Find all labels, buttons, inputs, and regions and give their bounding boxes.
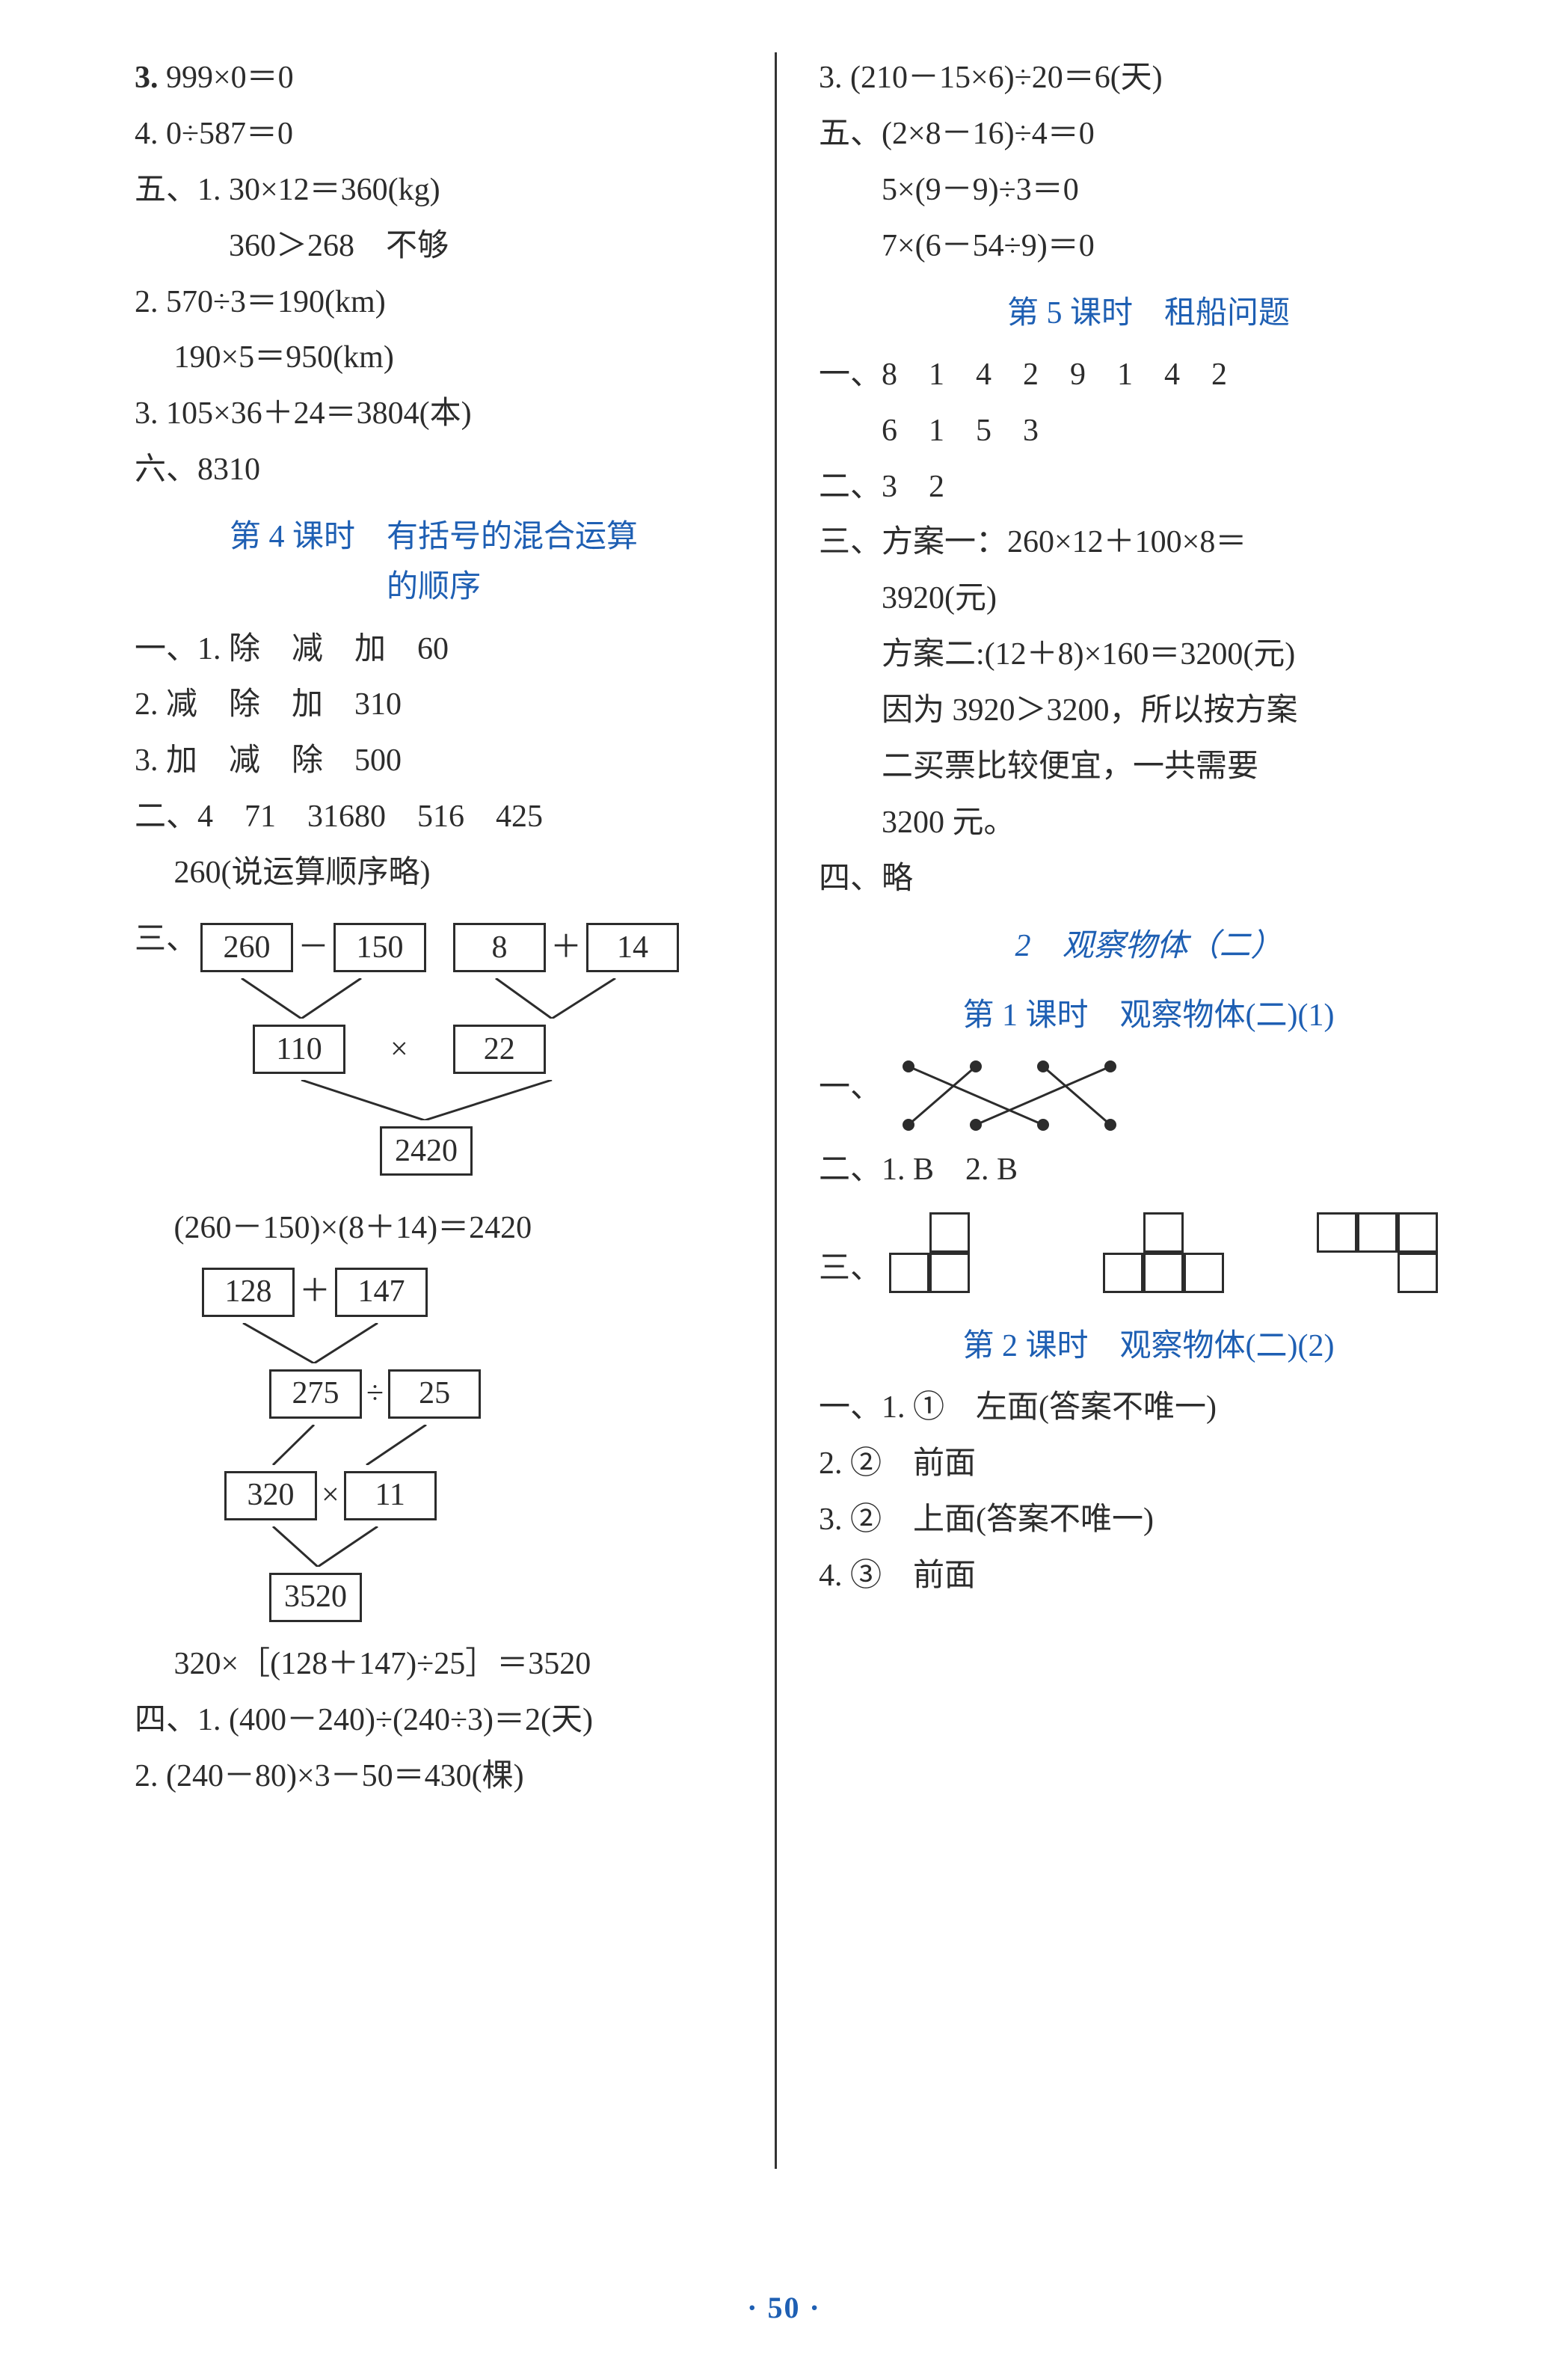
expr: 999×0＝0 [166, 61, 294, 95]
text-line: 3. 105×36＋24＝3804(本) [135, 391, 733, 437]
match-dot [1104, 1060, 1116, 1072]
text-line: 2. ② 前面 [819, 1441, 1478, 1487]
tree-box: 128 [202, 1268, 295, 1317]
tree-box: 275 [269, 1369, 362, 1419]
text-line: (260－150)×(8＋14)＝2420 [135, 1206, 733, 1251]
tree-box: 3520 [269, 1573, 362, 1622]
text-line: 260(说运算顺序略) [135, 850, 733, 896]
text-line: 六、8310 [135, 447, 733, 493]
text-line: 7×(6－54÷9)＝0 [819, 224, 1478, 269]
tree-box: 22 [453, 1025, 546, 1074]
tree-op: ＋ [550, 925, 582, 971]
tree-box: 150 [333, 923, 426, 972]
tree-op: × [322, 1473, 339, 1518]
tree-box: 260 [200, 923, 293, 972]
text-line: 一、1. ① 左面(答案不唯一) [819, 1385, 1478, 1431]
tree-op: － [298, 925, 329, 971]
section-label: 三、 [135, 917, 197, 963]
text-line: 4. 0÷587＝0 [135, 111, 733, 157]
text-line: 320×［(128＋147)÷25］＝3520 [135, 1642, 733, 1687]
text-line: 3. 999×0＝0 [135, 55, 733, 101]
text-line: 190×5＝950(km) [135, 335, 733, 381]
match-dot [903, 1060, 914, 1072]
tree-connector [200, 1080, 679, 1120]
text-line: 二、1. B 2. B [819, 1147, 1478, 1193]
match-dot [903, 1119, 914, 1131]
calc-tree-2: 128 ＋ 147 275 ÷ 25 [202, 1262, 733, 1628]
match-dot [1104, 1119, 1116, 1131]
tree-connector [202, 1323, 733, 1363]
section-label: 三、 [819, 1246, 882, 1292]
shape-2 [1103, 1212, 1264, 1293]
text-line: 4. ③ 前面 [819, 1553, 1478, 1599]
tree-box: 110 [253, 1025, 345, 1074]
text-line: 3. (210－15×6)÷20＝6(天) [819, 55, 1478, 101]
right-column: 3. (210－15×6)÷20＝6(天) 五、(2×8－16)÷4＝0 5×(… [777, 45, 1478, 2214]
text-line: 3. 加 减 除 500 [135, 738, 733, 784]
text-line: 五、(2×8－16)÷4＝0 [819, 111, 1478, 157]
tree-op: ＋ [299, 1269, 330, 1315]
tree-box: 147 [335, 1268, 428, 1317]
tree-box: 320 [224, 1471, 317, 1520]
text-line: 二、3 2 [819, 464, 1478, 510]
shapes-row [889, 1212, 1478, 1293]
tree-connector [202, 1425, 733, 1465]
text-line: 一、1. 除 减 加 60 [135, 627, 733, 672]
shape-3 [1317, 1212, 1478, 1293]
lesson-c1-title: 第 1 课时 观察物体(二)(1) [819, 991, 1478, 1041]
lesson-c2-title: 第 2 课时 观察物体(二)(2) [819, 1321, 1478, 1372]
tree-op: × [390, 1027, 408, 1072]
shape-1 [889, 1212, 1051, 1293]
calc-tree-1: 260 － 150 8 ＋ 14 [200, 917, 679, 1182]
left-column: 3. 999×0＝0 4. 0÷587＝0 五、1. 30×12＝360(kg)… [135, 45, 775, 2214]
columns: 3. 999×0＝0 4. 0÷587＝0 五、1. 30×12＝360(kg)… [135, 45, 1478, 2214]
chapter-title: 2 观察物体（二） [819, 921, 1478, 971]
tree-op: ÷ [366, 1371, 384, 1416]
match-dot [1037, 1060, 1049, 1072]
text-line: 二、4 71 31680 516 425 [135, 794, 733, 840]
tree-box: 14 [586, 923, 679, 972]
text-line: 6 1 5 3 [819, 408, 1478, 454]
tree-connector [202, 1526, 733, 1567]
tree-box: 11 [344, 1471, 437, 1520]
text-line: 3200 元。 [819, 800, 1478, 846]
text-line: 四、略 [819, 856, 1478, 902]
match-dot [970, 1119, 982, 1131]
match-dot [970, 1060, 982, 1072]
tree-box: 2420 [380, 1126, 473, 1176]
matching-diagram [888, 1054, 1112, 1137]
text-line: 五、1. 30×12＝360(kg) [135, 168, 733, 213]
text-line: 三、方案一：260×12＋100×8＝ [819, 520, 1478, 565]
text-line: 方案二:(12＋8)×160＝3200(元) [819, 632, 1478, 678]
text-line: 360＞268 不够 [135, 224, 733, 269]
text-line: 2. (240－80)×3－50＝430(棵) [135, 1754, 733, 1799]
text-line: 3. ② 上面(答案不唯一) [819, 1497, 1478, 1543]
text-line: 一、8 1 4 2 9 1 4 2 [819, 352, 1478, 398]
tree-box: 8 [453, 923, 546, 972]
text-line: 因为 3920＞3200，所以按方案 [819, 688, 1478, 734]
text-line: 3920(元) [819, 576, 1478, 621]
tree-connector [200, 978, 679, 1019]
text-line: 四、1. (400－240)÷(240÷3)＝2(天) [135, 1698, 733, 1743]
text-line: 2. 减 除 加 310 [135, 682, 733, 728]
page-number: · 50 · [0, 2290, 1568, 2325]
text-line: 2. 570÷3＝190(km) [135, 280, 733, 325]
match-dot [1037, 1119, 1049, 1131]
lesson-5-title: 第 5 课时 租船问题 [819, 289, 1478, 339]
text-line: 二买票比较便宜，一共需要 [819, 744, 1478, 790]
page: 3. 999×0＝0 4. 0÷587＝0 五、1. 30×12＝360(kg)… [0, 0, 1568, 2370]
text-line: 5×(9－9)÷3＝0 [819, 168, 1478, 213]
tree-box: 25 [388, 1369, 481, 1419]
lesson-4-title: 第 4 课时 有括号的混合运算 的顺序 [135, 512, 733, 613]
matching-lines [888, 1054, 1112, 1137]
section-label: 一、 [819, 1065, 882, 1111]
